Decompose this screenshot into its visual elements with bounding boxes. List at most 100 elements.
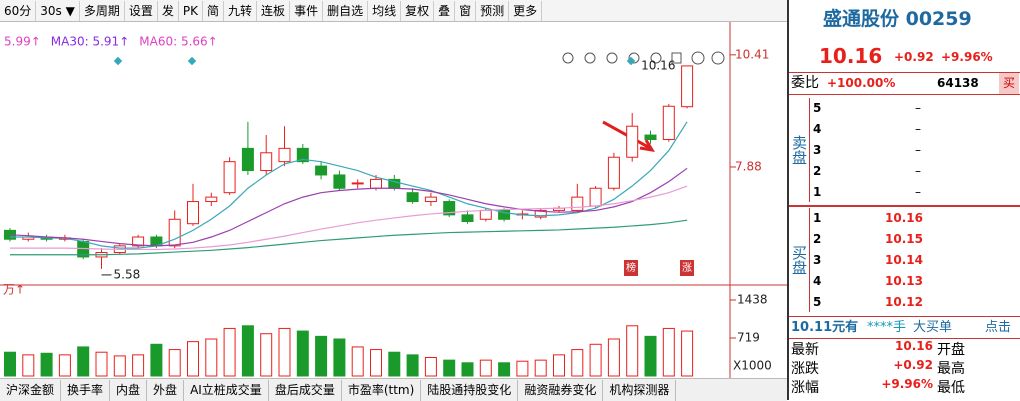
toolbar-button[interactable]: 设置: [125, 0, 158, 21]
level: 2: [813, 164, 822, 178]
buy-button[interactable]: 买: [999, 73, 1020, 94]
price: –: [915, 101, 921, 115]
candle-body: [260, 152, 273, 172]
stat-label: 开盘: [937, 342, 965, 358]
marker: [187, 56, 197, 66]
tab[interactable]: 换手率: [61, 379, 111, 401]
volume-bar: [95, 351, 108, 377]
indicator-tabs: 沪深金额 换手率 内盘 外盘 AI立桩成交量 盘后成交量 市盈率(ttm) 陆股通持股变化 融资…: [0, 378, 787, 401]
volume-bar: [424, 356, 437, 377]
stat-value: +0.92: [893, 358, 933, 372]
ma-line: [10, 219, 688, 256]
tab[interactable]: 内盘: [110, 379, 148, 401]
ma-line: [10, 185, 688, 251]
tab[interactable]: 外盘: [147, 379, 185, 401]
badge: 涨: [682, 262, 692, 274]
price: –: [915, 122, 921, 136]
volume-bar: [498, 362, 511, 377]
toolbar-button[interactable]: 预测: [476, 0, 510, 21]
change: +0.92: [894, 50, 934, 64]
chart-icons: [562, 51, 725, 65]
candle-body: [443, 201, 456, 216]
toolbar-button[interactable]: 发: [158, 0, 179, 21]
toolbar-button[interactable]: 均线: [368, 0, 402, 21]
volume-bar: [132, 354, 145, 377]
level: 3: [813, 253, 822, 267]
volume-bar: [479, 359, 492, 377]
volume-bar: [315, 335, 328, 377]
candle-body: [534, 209, 547, 218]
toolbar-button[interactable]: 更多: [509, 0, 543, 21]
y-tick-label: 7.88: [735, 159, 762, 173]
volume-bar: [516, 360, 529, 377]
candle-body: [223, 161, 236, 194]
price: 10.12: [885, 295, 923, 309]
price: 10.14: [885, 253, 923, 267]
tab[interactable]: AI立桩成交量: [184, 379, 269, 401]
badge: 榜: [626, 261, 636, 274]
candle-body: [296, 147, 309, 163]
volume-bar: [553, 354, 565, 377]
tab[interactable]: 陆股通持股变化: [421, 379, 519, 401]
toolbar-button[interactable]: 连板: [257, 0, 291, 21]
volume-bar: [607, 338, 620, 377]
level: 1: [813, 185, 822, 199]
toolbar-button[interactable]: 叠: [434, 0, 456, 21]
level: 5: [813, 295, 822, 309]
volume-bar: [205, 338, 218, 377]
period[interactable]: 60分: [0, 0, 37, 21]
toolbar-button[interactable]: 九转: [224, 0, 258, 21]
candle-body: [424, 196, 437, 203]
badge-bg: [680, 260, 694, 276]
price: –: [915, 143, 921, 157]
volume-bar: [77, 346, 90, 377]
stat-label: 涨幅: [791, 380, 819, 396]
volume-bar: [296, 330, 309, 377]
volume-bar: [22, 354, 35, 377]
tab[interactable]: 机构探测器: [603, 379, 677, 401]
chart: 5.99↑ MA30: 5.91↑ MA60: 5.66↑ 7.88 10.41 719 1…: [0, 22, 787, 378]
level: 4: [813, 274, 822, 288]
stat-label: 最低: [937, 380, 965, 396]
candle-body: [315, 165, 328, 176]
notice[interactable]: 10.11元有 ****手 大买单 点击: [789, 316, 1020, 339]
candle-body: [498, 209, 511, 220]
candle-body: [589, 187, 602, 207]
ma-line: [10, 121, 688, 249]
toolbar-button[interactable]: 事件: [290, 0, 324, 21]
stat-value: +9.96%: [881, 377, 933, 391]
tab[interactable]: 市盈率(ttm): [342, 379, 422, 401]
tab[interactable]: 融资融券变化: [518, 379, 604, 401]
max-label: 10.16: [641, 58, 675, 72]
ratio: +100.00%: [827, 76, 896, 90]
interval[interactable]: 30s ▼: [36, 0, 80, 21]
indicator: MA60: 5.66↑: [139, 35, 217, 49]
volume-bar: [589, 343, 602, 377]
indicator: 5.99↑: [4, 35, 41, 49]
tab[interactable]: 盘后成交量: [269, 379, 342, 401]
volume-bar: [644, 335, 657, 377]
buy-side: 买盘: [789, 208, 810, 312]
price: –: [915, 164, 921, 178]
candle-body: [351, 182, 364, 185]
volume-bar: [40, 352, 53, 377]
tab[interactable]: 沪深金额: [0, 379, 62, 401]
candle-body: [406, 192, 419, 203]
volume-bar: [4, 351, 16, 377]
stat-label: 最高: [937, 361, 965, 377]
badge-bg: [624, 260, 638, 276]
toolbar-button[interactable]: 删自选: [323, 0, 369, 21]
volume-bar: [150, 343, 163, 377]
candle-body: [479, 209, 492, 220]
toolbar-button[interactable]: 简: [203, 0, 225, 21]
toolbar-button[interactable]: 窗: [455, 0, 477, 21]
candle-body: [626, 125, 639, 158]
volume-bar: [333, 338, 346, 377]
toolbar-button[interactable]: PK: [179, 0, 204, 21]
toolbar-button[interactable]: 复权: [401, 0, 435, 21]
volume-bar: [388, 351, 401, 377]
toolbar-button[interactable]: 多周期: [80, 0, 125, 21]
volume-bar: [626, 325, 639, 377]
volume-bar: [58, 354, 71, 377]
marker: [113, 56, 123, 66]
